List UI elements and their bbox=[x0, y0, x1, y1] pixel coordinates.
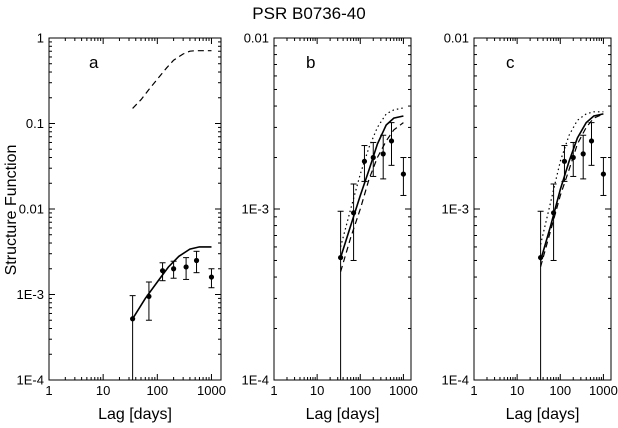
data-point bbox=[361, 158, 368, 164]
data-point bbox=[370, 154, 376, 161]
data-point bbox=[193, 257, 200, 264]
x-tick-label: 100 bbox=[349, 383, 371, 398]
x-tick-label: 10 bbox=[96, 383, 110, 398]
data-point bbox=[388, 138, 395, 144]
y-tick-label: 1E-4 bbox=[17, 373, 44, 388]
data-point bbox=[130, 316, 136, 322]
y-ticks: 1E-4 1E-3 0.01 bbox=[242, 31, 411, 388]
plot-frame bbox=[48, 37, 222, 381]
plot-frame bbox=[273, 37, 412, 381]
panel-b: 1 10 100 1000 1E-4 1E-3 0.01 b Lag [days] bbox=[242, 31, 418, 424]
x-tick-label: 1 bbox=[470, 383, 477, 398]
observed-points bbox=[129, 250, 215, 380]
y-ticks: 1E-4 1E-3 0.01 0.1 1 bbox=[17, 31, 221, 388]
figure-title: PSR B0736-40 bbox=[252, 4, 365, 23]
x-ticks: 1 10 100 1000 bbox=[45, 38, 226, 398]
y-tick-label: 1E-3 bbox=[442, 202, 469, 217]
panel-label: c bbox=[506, 53, 515, 72]
x-tick-label: 1000 bbox=[589, 383, 618, 398]
panel-label: b bbox=[306, 53, 315, 72]
data-point bbox=[400, 171, 407, 177]
x-tick-label: 1 bbox=[45, 383, 52, 398]
data-point bbox=[538, 254, 544, 261]
data-point bbox=[350, 210, 357, 216]
y-tick-label: 0.01 bbox=[444, 31, 469, 46]
data-point bbox=[338, 254, 344, 261]
data-point bbox=[159, 268, 166, 274]
model-curves bbox=[539, 111, 604, 267]
panel-a: 1 10 100 1000 1E-4 1E-3 0.01 0.1 1 a Lag [days] bbox=[17, 31, 226, 424]
panel-label: a bbox=[89, 53, 99, 72]
x-tick-label: 1 bbox=[270, 383, 277, 398]
x-tick-label: 10 bbox=[310, 383, 324, 398]
data-point bbox=[588, 138, 595, 144]
data-point bbox=[550, 210, 557, 216]
model-curve-solid bbox=[539, 113, 604, 261]
data-point bbox=[570, 154, 576, 161]
x-tick-label: 100 bbox=[549, 383, 571, 398]
data-point bbox=[171, 266, 177, 272]
x-tick-label: 100 bbox=[146, 383, 168, 398]
y-tick-label: 0.01 bbox=[19, 202, 44, 217]
observed-points bbox=[337, 122, 407, 380]
model-curves bbox=[339, 107, 404, 272]
y-axis-label: Structure Function bbox=[3, 145, 20, 276]
x-tick-label: 1000 bbox=[197, 383, 226, 398]
model-curve-dotted bbox=[340, 107, 404, 248]
y-tick-label: 1E-4 bbox=[242, 373, 269, 388]
model-curve-dashed bbox=[340, 122, 404, 272]
y-tick-label: 0.01 bbox=[244, 31, 269, 46]
data-point bbox=[183, 264, 189, 270]
plot-frame bbox=[473, 37, 612, 381]
y-tick-label: 1E-4 bbox=[442, 373, 469, 388]
data-point bbox=[580, 151, 586, 157]
y-tick-label: 0.1 bbox=[26, 116, 44, 131]
x-ticks: 1 10 100 1000 bbox=[270, 38, 418, 398]
x-axis-label: Lag [days] bbox=[98, 406, 172, 423]
x-tick-label: 10 bbox=[510, 383, 524, 398]
model-curve-dotted bbox=[540, 111, 604, 245]
model-curve-solid bbox=[339, 115, 404, 258]
x-tick-label: 1000 bbox=[389, 383, 418, 398]
y-ticks: 1E-4 1E-3 0.01 bbox=[442, 31, 611, 388]
data-point bbox=[208, 274, 215, 280]
data-point bbox=[600, 171, 607, 177]
x-axis-label: Lag [days] bbox=[506, 406, 580, 423]
y-tick-label: 1E-3 bbox=[17, 287, 44, 302]
model-curve-solid bbox=[131, 246, 212, 320]
model-curve-dashed bbox=[132, 50, 212, 109]
data-point bbox=[561, 158, 568, 164]
data-point bbox=[380, 151, 386, 157]
model-curve-dashed bbox=[540, 113, 604, 267]
observed-points bbox=[537, 122, 607, 380]
panel-c: 1 10 100 1000 1E-4 1E-3 0.01 c Lag [days] bbox=[442, 31, 618, 424]
x-ticks: 1 10 100 1000 bbox=[470, 38, 618, 398]
x-axis-label: Lag [days] bbox=[306, 406, 380, 423]
y-tick-label: 1E-3 bbox=[242, 202, 269, 217]
y-tick-label: 1 bbox=[37, 31, 44, 46]
data-point bbox=[146, 293, 152, 300]
